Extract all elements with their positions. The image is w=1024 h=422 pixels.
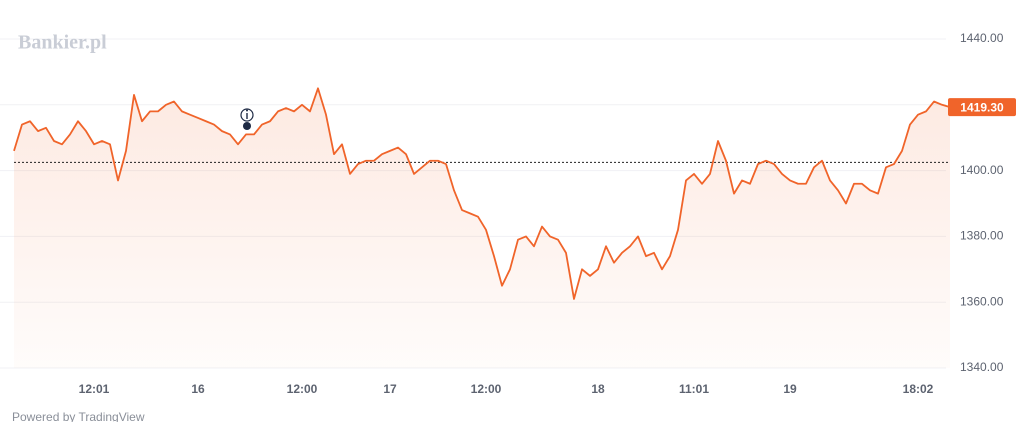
x-tick-label: 12:00 bbox=[471, 382, 502, 396]
price-label-box bbox=[948, 98, 1016, 117]
x-tick-label: 16 bbox=[191, 382, 205, 396]
y-tick-label: 1360.00 bbox=[960, 294, 1004, 308]
event-marker-dot bbox=[246, 109, 248, 112]
y-tick-label: 1380.00 bbox=[960, 229, 1004, 243]
footer: Powered by TradingView bbox=[12, 410, 145, 422]
x-tick-label: 12:01 bbox=[79, 382, 110, 396]
price-label: 1419.30 bbox=[960, 100, 1004, 114]
x-tick-label: 19 bbox=[783, 382, 797, 396]
watermark: Bankier.pl bbox=[18, 32, 107, 54]
x-tick-label: 11:01 bbox=[679, 382, 709, 396]
x-tick-label: 18:02 bbox=[903, 382, 934, 396]
event-marker-point bbox=[243, 122, 251, 130]
x-tick-label: 12:00 bbox=[287, 382, 318, 396]
price-line bbox=[13, 87, 951, 300]
area bbox=[14, 88, 950, 368]
y-tick-label: 1400.00 bbox=[960, 163, 1004, 177]
y-tick-label: 1340.00 bbox=[960, 360, 1004, 374]
x-tick-label: 18 bbox=[591, 382, 605, 396]
y-tick-label: 1440.00 bbox=[960, 31, 1004, 45]
x-tick-label: 17 bbox=[383, 382, 397, 396]
